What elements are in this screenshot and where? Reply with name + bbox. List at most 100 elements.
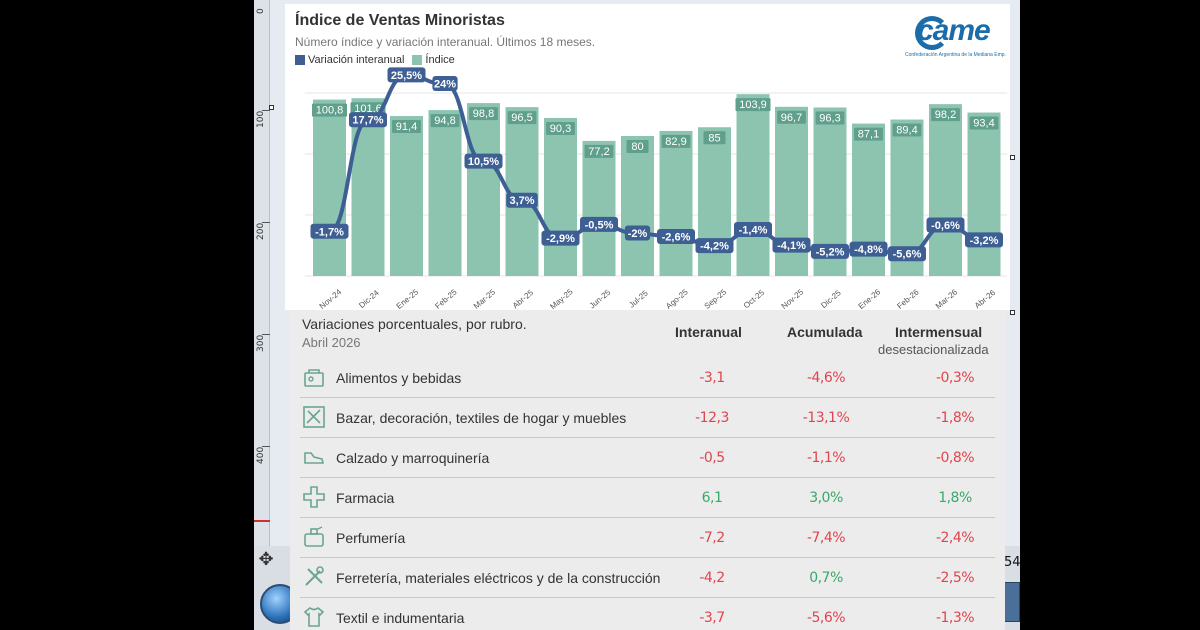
bar-label: 90,3	[550, 123, 571, 135]
ruler-tick: 300	[256, 334, 266, 352]
bar-indice[interactable]	[929, 104, 962, 277]
cell-interanual: 6,1	[701, 490, 723, 506]
chart-legend: Variación interanual Índice	[295, 54, 455, 66]
bar-indice[interactable]	[505, 107, 539, 276]
line-label: -0,6%	[931, 220, 960, 232]
ruler-tick: 100	[256, 110, 266, 128]
line-label-bg	[387, 67, 426, 83]
bar-indice[interactable]	[582, 140, 616, 276]
cell-intermensual: -2,5%	[935, 570, 975, 586]
row-label: Ferretería, materiales eléctricos y de l…	[336, 570, 661, 586]
line-label-bg	[849, 241, 888, 257]
chart-card[interactable]: 100,8 Nov-24 101,6 Dic-24 91,4 Ene-25 94,8 Feb-…	[285, 4, 1010, 310]
line-label: 25,5%	[391, 70, 422, 82]
bar-indice[interactable]	[467, 103, 500, 276]
bar-label-bg	[969, 116, 999, 130]
grocery-bag-icon	[304, 369, 324, 387]
bar-label: 103,9	[739, 99, 767, 111]
legend-item-variacion[interactable]: Variación interanual	[295, 54, 404, 66]
bar-label: 98,8	[473, 108, 494, 120]
line-label-bg	[464, 153, 503, 169]
column-header-acumulada: Acumulada	[787, 324, 863, 340]
bar-label-bg	[507, 111, 537, 125]
column-header-interanual: Interanual	[675, 324, 742, 340]
cell-interanual: -7,2	[699, 530, 725, 546]
cell-acumulada: -13,1%	[802, 410, 850, 426]
bar-indice[interactable]	[967, 112, 1001, 276]
legend-item-indice[interactable]: Índice	[412, 54, 455, 66]
selection-handle[interactable]	[1010, 310, 1015, 315]
category-label: Ene-26	[857, 287, 883, 310]
bar-indice[interactable]	[351, 98, 385, 276]
bar-indice[interactable]	[659, 130, 693, 276]
bar-label: 85	[708, 132, 720, 144]
category-label: Ago-25	[664, 287, 690, 310]
bar-label: 80	[631, 141, 643, 153]
bar-label: 96,3	[819, 112, 840, 124]
bar-indice[interactable]	[736, 94, 770, 276]
table-row: Bazar, decoración, textiles de hogar y m…	[300, 398, 995, 438]
selection-handle[interactable]	[269, 105, 274, 110]
came-logo: came Confederación Argentina de la Media…	[905, 14, 1006, 66]
column-header-subtitle: desestacionalizada	[878, 342, 989, 357]
perfume-icon	[304, 526, 324, 547]
bar-label-bg	[661, 134, 691, 148]
line-label-bg	[965, 232, 1003, 248]
taskbar-button[interactable]	[1003, 582, 1020, 622]
bar-label-bg	[392, 120, 421, 134]
vertical-ruler[interactable]: 0 100 200 300 400	[254, 0, 270, 546]
category-label: May-25	[548, 287, 575, 310]
bar-label-bg	[584, 144, 614, 158]
cell-acumulada: -4,6%	[806, 370, 846, 386]
bar-indice[interactable]	[313, 99, 346, 276]
bar-label-bg	[854, 127, 883, 141]
logo-ring-icon	[915, 16, 949, 50]
line-label-bg	[624, 225, 651, 241]
cell-intermensual: -1,8%	[935, 410, 975, 426]
category-label: Feb-25	[433, 287, 459, 310]
line-label-bg	[541, 230, 580, 246]
ruler-tick: 0	[256, 8, 266, 14]
category-label: Ene-25	[395, 287, 421, 310]
table-row: Perfumería -7,2 -7,4% -2,4%	[300, 518, 995, 558]
cell-intermensual: 1,8%	[938, 490, 972, 506]
bar-label-bg	[430, 114, 460, 128]
category-label: Dic-25	[819, 288, 843, 310]
bar-label-bg	[892, 123, 922, 137]
bar-label: 93,4	[973, 118, 994, 130]
table-card: Variaciones porcentuales, por rubro. Abr…	[290, 310, 1005, 630]
bar-label-bg	[626, 140, 649, 153]
line-label-bg	[811, 243, 849, 259]
bar-indice[interactable]	[544, 117, 577, 276]
bar-indice[interactable]	[698, 127, 731, 276]
table-title: Variaciones porcentuales, por rubro.	[302, 316, 527, 332]
bar-label: 96,5	[511, 112, 532, 124]
bar-indice[interactable]	[621, 136, 654, 276]
move-arrows-icon[interactable]: ✥	[258, 549, 274, 570]
legend-swatch	[412, 55, 423, 65]
row-label: Bazar, decoración, textiles de hogar y m…	[336, 410, 627, 426]
line-label: -0,5%	[585, 219, 614, 231]
bar-indice[interactable]	[428, 110, 462, 276]
bar-indice[interactable]	[390, 116, 423, 276]
category-label: Sep-25	[703, 287, 729, 310]
line-label: -5,6%	[893, 249, 922, 261]
line-label: -1,7%	[315, 226, 344, 238]
bar-label-bg	[931, 108, 960, 122]
bar-label: 96,7	[781, 112, 802, 124]
logo-tagline: Confederación Argentina de la Mediana Em…	[905, 52, 1006, 58]
chart-subtitle: Número índice y variación interanual. Úl…	[295, 35, 596, 49]
line-label: -4,2%	[700, 241, 729, 253]
line-label-bg	[506, 192, 538, 208]
row-label: Perfumería	[336, 530, 406, 546]
cell-interanual: -3,7	[699, 610, 725, 626]
cell-intermensual: -1,3%	[935, 610, 975, 626]
chart-title: Índice de Ventas Minoristas	[295, 12, 505, 29]
series-line-variacion	[328, 73, 985, 257]
line-label: -2%	[628, 228, 648, 240]
pharmacy-cross-icon	[303, 486, 325, 508]
line-label: 10,5%	[468, 156, 499, 168]
row-label: Farmacia	[336, 490, 395, 506]
selection-handle[interactable]	[1010, 155, 1015, 160]
